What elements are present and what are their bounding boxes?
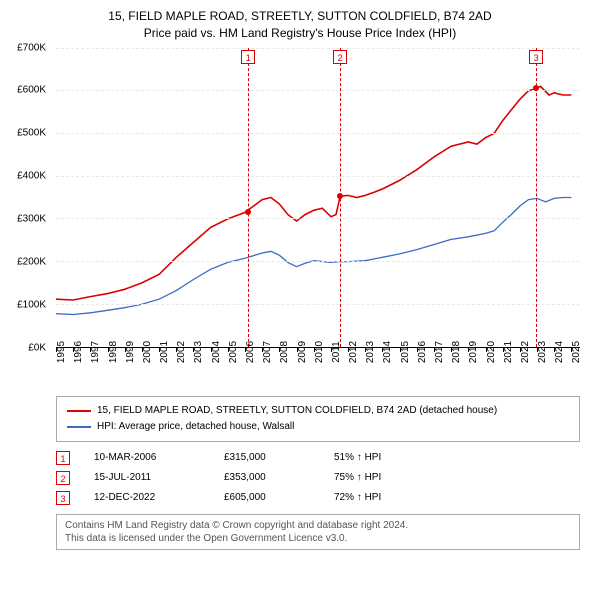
sale-marker-line [248, 48, 249, 347]
sales-row-index-box: 2 [56, 471, 70, 485]
series-line-hpi [56, 197, 571, 314]
gridline [56, 176, 580, 177]
sale-marker-dot [337, 193, 343, 199]
gridline [56, 48, 580, 49]
gridline [56, 261, 580, 262]
sales-row: 1 10-MAR-2006£315,00051% ↑ HPI [56, 448, 580, 468]
y-tick-label: £0K [6, 342, 46, 353]
sale-marker-dot [245, 209, 251, 215]
sales-row-index-box: 1 [56, 451, 70, 465]
gridline [56, 218, 580, 219]
sale-marker-box: 3 [529, 50, 543, 64]
sales-row: 3 12-DEC-2022£605,00072% ↑ HPI [56, 488, 580, 508]
sales-row-date: 10-MAR-2006 [94, 452, 224, 463]
legend-swatch [67, 426, 91, 428]
sales-row-hpi: 72% ↑ HPI [334, 492, 381, 503]
legend-label: 15, FIELD MAPLE ROAD, STREETLY, SUTTON C… [97, 403, 497, 419]
legend-swatch [67, 410, 91, 412]
sale-marker-line [536, 48, 537, 347]
y-tick-label: £700K [6, 42, 46, 53]
sales-row-date: 15-JUL-2011 [94, 472, 224, 483]
gridline [56, 304, 580, 305]
legend: 15, FIELD MAPLE ROAD, STREETLY, SUTTON C… [56, 396, 580, 442]
sales-table: 1 10-MAR-2006£315,00051% ↑ HPI 2 15-JUL-201… [56, 448, 580, 508]
sales-row-index-box: 3 [56, 491, 70, 505]
y-axis-ticks: £0K£100K£200K£300K£400K£500K£600K£700K [10, 48, 50, 348]
y-tick-label: £500K [6, 128, 46, 139]
sales-row-price: £605,000 [224, 492, 334, 503]
legend-row: 15, FIELD MAPLE ROAD, STREETLY, SUTTON C… [67, 403, 569, 419]
sales-row-date: 12-DEC-2022 [94, 492, 224, 503]
sales-row-price: £353,000 [224, 472, 334, 483]
sale-marker-box: 2 [333, 50, 347, 64]
sale-marker-dot [533, 85, 539, 91]
chart-area: £0K£100K£200K£300K£400K£500K£600K£700K 1… [56, 48, 580, 388]
gridline [56, 133, 580, 134]
sale-marker-box: 1 [241, 50, 255, 64]
legend-row: HPI: Average price, detached house, Wals… [67, 419, 569, 435]
gridline [56, 90, 580, 91]
y-tick-label: £200K [6, 256, 46, 267]
attribution: Contains HM Land Registry data © Crown c… [56, 514, 580, 550]
title-line2: Price paid vs. HM Land Registry's House … [10, 25, 590, 42]
y-tick-label: £100K [6, 299, 46, 310]
sales-row: 2 15-JUL-2011£353,00075% ↑ HPI [56, 468, 580, 488]
line-chart-svg [56, 48, 580, 347]
chart-title: 15, FIELD MAPLE ROAD, STREETLY, SUTTON C… [10, 8, 590, 42]
x-axis-ticks: 1995199619971998199920002001200220032004… [56, 348, 580, 388]
sales-row-price: £315,000 [224, 452, 334, 463]
attribution-line2: This data is licensed under the Open Gov… [65, 532, 571, 545]
x-tick-label: 2025 [571, 340, 600, 362]
sales-row-hpi: 51% ↑ HPI [334, 452, 381, 463]
legend-label: HPI: Average price, detached house, Wals… [97, 419, 294, 435]
y-tick-label: £300K [6, 214, 46, 225]
attribution-line1: Contains HM Land Registry data © Crown c… [65, 519, 571, 532]
title-line1: 15, FIELD MAPLE ROAD, STREETLY, SUTTON C… [10, 8, 590, 25]
y-tick-label: £600K [6, 85, 46, 96]
sales-row-hpi: 75% ↑ HPI [334, 472, 381, 483]
plot-area: 1 2 3 [56, 48, 580, 348]
series-line-property [56, 86, 571, 300]
y-tick-label: £400K [6, 171, 46, 182]
